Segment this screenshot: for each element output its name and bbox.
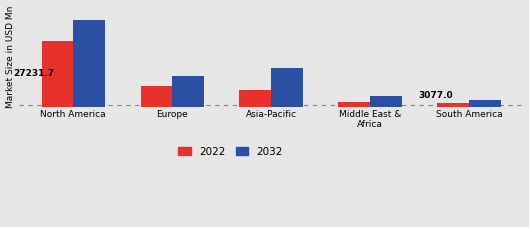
Bar bbox=[172, 76, 204, 107]
Bar bbox=[240, 90, 271, 107]
Bar bbox=[469, 100, 500, 107]
Bar bbox=[141, 86, 172, 107]
Text: 27231.7: 27231.7 bbox=[13, 69, 54, 77]
Y-axis label: Market Size in USD Mn: Market Size in USD Mn bbox=[6, 5, 15, 108]
Bar bbox=[42, 41, 74, 107]
Bar bbox=[370, 96, 402, 107]
Bar bbox=[437, 103, 469, 107]
Bar bbox=[271, 68, 303, 107]
Bar bbox=[74, 20, 105, 107]
Text: 3077.0: 3077.0 bbox=[418, 91, 453, 100]
Legend: 2022, 2032: 2022, 2032 bbox=[174, 143, 287, 161]
Bar bbox=[339, 102, 370, 107]
